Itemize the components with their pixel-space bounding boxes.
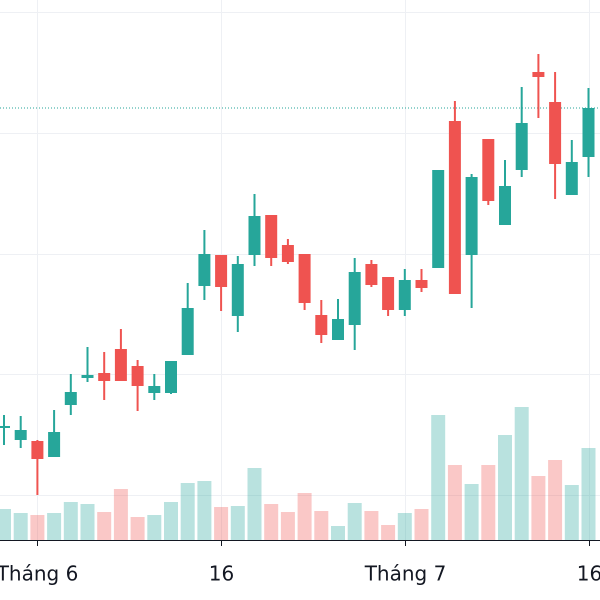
volume-bar xyxy=(47,513,62,540)
candle-body xyxy=(281,245,294,262)
candle-body xyxy=(14,430,27,440)
volume-bar xyxy=(364,511,379,540)
x-tick-label: Tháng 7 xyxy=(364,562,447,586)
volume-bar xyxy=(97,512,112,540)
candle-body xyxy=(315,315,328,335)
candle-body xyxy=(415,280,428,288)
candle-body xyxy=(532,72,545,77)
candle-body xyxy=(165,361,177,393)
candle-body xyxy=(348,272,361,325)
volume-bar xyxy=(481,465,496,540)
candle-body xyxy=(582,108,595,157)
volume-bar xyxy=(397,513,412,540)
candle-body xyxy=(248,216,261,255)
candle-body xyxy=(265,215,278,258)
volume-bar xyxy=(180,483,195,540)
candle-body xyxy=(482,139,495,201)
volume-bar xyxy=(531,476,546,540)
candle-body xyxy=(549,102,562,164)
candle-body xyxy=(148,386,161,393)
volume-bar xyxy=(581,448,596,540)
candle-body xyxy=(499,186,511,225)
volume-bar xyxy=(381,525,396,540)
volume-bar xyxy=(214,507,229,540)
volume-bar xyxy=(331,526,345,540)
candle-body xyxy=(448,121,461,294)
volume-bar xyxy=(498,435,512,540)
volume-bar xyxy=(247,468,262,540)
candle-body xyxy=(0,426,10,428)
candle-body xyxy=(131,366,144,386)
candle-body xyxy=(382,277,395,310)
candle-body xyxy=(64,392,77,405)
volume-bar xyxy=(314,511,329,540)
candle-body xyxy=(515,123,528,170)
x-tick-label: 16 xyxy=(209,562,234,586)
candle-body xyxy=(181,308,194,355)
volume-bar xyxy=(0,509,11,540)
volume-bar xyxy=(347,503,362,540)
candle-body xyxy=(198,254,211,286)
volume-bar xyxy=(197,481,212,540)
volume-bar xyxy=(564,485,579,540)
volume-bar xyxy=(164,502,178,540)
candle-body xyxy=(398,280,411,310)
volume-bar xyxy=(264,504,279,540)
candle-body xyxy=(48,432,61,457)
candle-body xyxy=(365,264,378,285)
x-tick-label: Tháng 6 xyxy=(0,562,78,586)
candle-body xyxy=(565,162,578,195)
volume-bar xyxy=(113,489,128,540)
candle-body xyxy=(432,170,445,268)
candle-body xyxy=(81,375,94,378)
candle-body xyxy=(98,373,111,381)
volume-bar xyxy=(447,465,462,540)
volume-bar xyxy=(147,515,162,540)
candle-body xyxy=(114,349,127,381)
candle-body xyxy=(215,255,228,287)
volume-bar xyxy=(230,506,245,540)
volume-bar xyxy=(280,512,295,540)
x-tick-label: 16 xyxy=(577,562,600,586)
volume-bar xyxy=(414,509,429,540)
volume-bar xyxy=(63,502,78,540)
volume-bar xyxy=(431,415,446,540)
volume-bar xyxy=(514,407,529,540)
candle-body xyxy=(298,254,311,303)
candle-body xyxy=(465,177,478,255)
candle-body xyxy=(231,264,244,316)
candle-body xyxy=(31,441,44,459)
volume-bar xyxy=(548,460,563,540)
volume-bar xyxy=(464,484,479,540)
volume-bar xyxy=(13,513,28,540)
volume-bar xyxy=(30,515,45,540)
volume-bar xyxy=(130,517,145,540)
candle-body xyxy=(332,319,344,340)
volume-bar xyxy=(297,493,312,540)
volume-bar xyxy=(80,504,95,540)
